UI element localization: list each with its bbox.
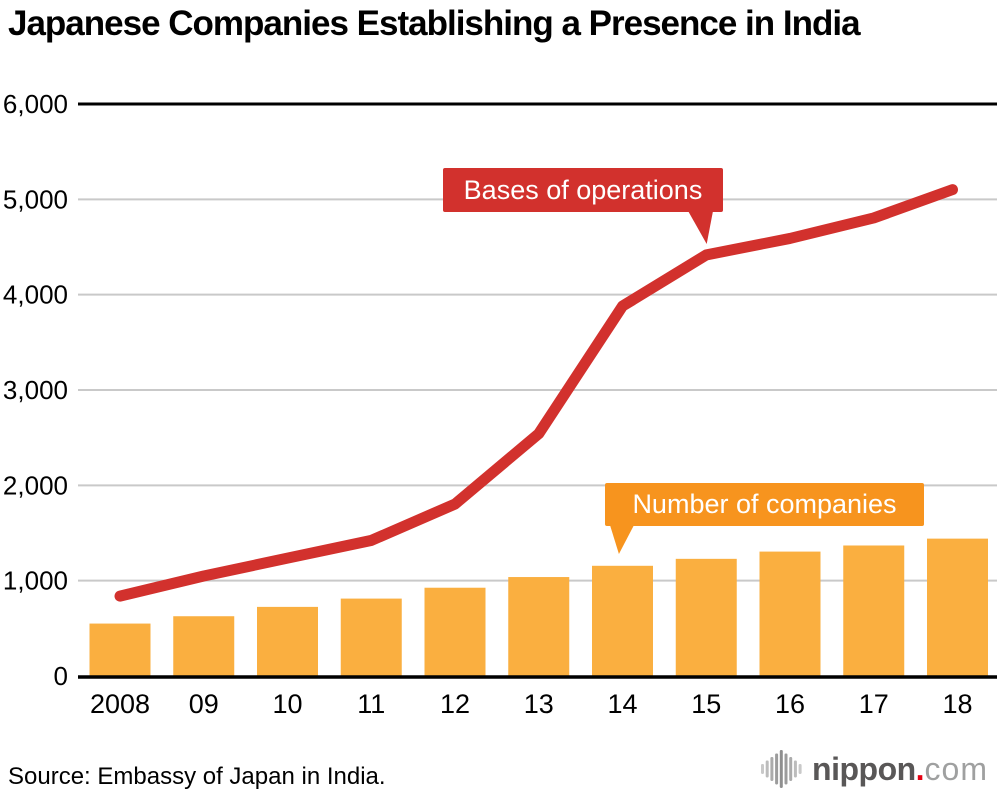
page-title: Japanese Companies Establishing a Presen… (8, 4, 861, 43)
y-tick-label-0: 0 (54, 661, 68, 691)
x-tick-label-18: 18 (942, 689, 972, 719)
bar-18 (927, 538, 988, 676)
x-tick-label-09: 09 (189, 689, 219, 719)
wave-bar (765, 760, 769, 778)
y-tick-label-2000: 2,000 (3, 470, 68, 500)
logo-dot: . (915, 750, 925, 787)
wave-bar (798, 764, 802, 774)
bar-12 (424, 587, 486, 676)
wave-bar (784, 753, 788, 785)
wave-bar (770, 757, 774, 781)
bar-16 (759, 551, 821, 676)
x-tick-label-13: 13 (524, 689, 554, 719)
x-tick-label-17: 17 (859, 689, 889, 719)
nippon-logo: nippon. com (761, 749, 988, 789)
source-note: Source: Embassy of Japan in India. (8, 763, 386, 790)
x-tick-label-2008: 2008 (90, 689, 150, 719)
wave-bar (779, 750, 783, 788)
y-tick-label-3000: 3,000 (3, 375, 68, 405)
bar-15 (675, 558, 737, 676)
bar-10 (257, 606, 318, 676)
bar-11 (340, 598, 402, 676)
x-tick-label-11: 11 (357, 689, 385, 719)
y-tick-label-1000: 1,000 (3, 566, 68, 596)
bar-13 (508, 577, 570, 676)
wave-bar (761, 764, 765, 774)
wave-bar (793, 760, 797, 778)
bar-09 (173, 616, 235, 676)
audio-wave-icon (761, 750, 802, 788)
y-tick-label-6000: 6,000 (3, 89, 68, 119)
wave-bar (789, 757, 793, 781)
x-tick-label-10: 10 (272, 689, 302, 719)
bar-series-callout: Number of companies (605, 483, 924, 526)
line-series (114, 184, 958, 602)
y-tick-label-5000: 5,000 (3, 184, 68, 214)
x-tick-label-14: 14 (607, 689, 637, 719)
x-tick-label-12: 12 (440, 689, 470, 719)
line-series-callout-label: Bases of operations (463, 174, 703, 205)
bar-series-callout-label: Number of companies (632, 489, 897, 519)
line-series-callout: Bases of operations (443, 168, 723, 212)
bar-2008 (89, 623, 151, 676)
x-tick-label-16: 16 (775, 689, 805, 719)
bar-14 (592, 565, 653, 676)
wave-bar (775, 753, 779, 785)
bar-17 (843, 545, 905, 676)
logo-brand-text: nippon (812, 750, 916, 787)
x-tick-label-15: 15 (691, 689, 721, 719)
logo-suffix-text: com (924, 750, 988, 787)
y-tick-label-4000: 4,000 (3, 280, 68, 310)
